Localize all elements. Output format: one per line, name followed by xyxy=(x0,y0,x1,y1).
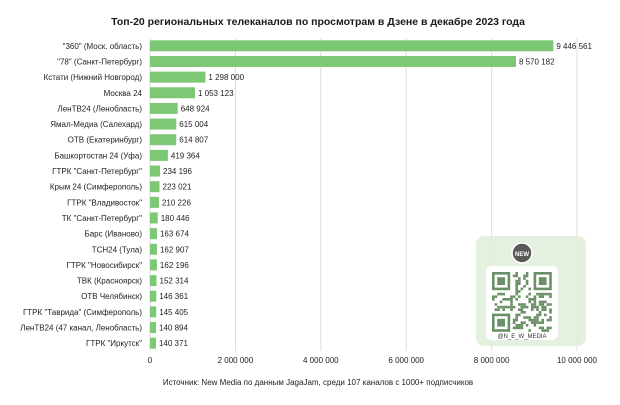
category-labels: "360" (Моск. область) "78" (Санкт-Петербу… xyxy=(20,42,142,348)
bar xyxy=(150,181,160,193)
value-label: 140 894 xyxy=(159,324,188,333)
bar xyxy=(150,118,177,130)
value-label: 180 446 xyxy=(161,214,190,223)
category-label: ГТРК "Новосибирск" xyxy=(67,261,143,270)
x-tick-label: 10 000 000 xyxy=(557,356,598,365)
category-label: "78" (Санкт-Петербург) xyxy=(57,57,142,66)
value-label: 1 053 123 xyxy=(198,89,234,98)
bar xyxy=(150,306,157,318)
value-label: 615 004 xyxy=(179,120,208,129)
value-label: 234 196 xyxy=(163,167,192,176)
x-axis-ticks: 0 2 000 000 4 000 000 6 000 000 8 000 000 10 … xyxy=(148,356,598,365)
x-tick-label: 0 xyxy=(148,356,153,365)
qr-overlay: NEW @N_E_W_MEDIA xyxy=(476,236,586,346)
category-label: ТВК (Красноярск) xyxy=(77,277,142,286)
qr-code-icon xyxy=(492,272,552,332)
value-label: 614 807 xyxy=(179,136,208,145)
category-label: ГТРК "Иркутск" xyxy=(86,339,142,348)
category-label: Ямал-Медиа (Салехард) xyxy=(50,120,142,129)
category-label: ОТВ Челябинск) xyxy=(81,292,142,301)
value-label: 1 298 000 xyxy=(208,73,244,82)
bar xyxy=(150,149,168,161)
channel-badge xyxy=(511,242,533,264)
bar xyxy=(150,275,157,287)
category-label: ТСН24 (Тула) xyxy=(92,245,143,254)
category-label: ЛенТВ24 (47 канал, Ленобласть) xyxy=(20,324,142,333)
value-label: 152 314 xyxy=(160,277,189,286)
category-label: ТК "Санкт-Петербург" xyxy=(62,214,142,223)
bar xyxy=(150,134,177,146)
value-label: 145 405 xyxy=(159,308,188,317)
chart-title: Топ-20 региональных телеканалов по просм… xyxy=(111,16,525,28)
value-label: 210 226 xyxy=(162,198,191,207)
value-label: 146 361 xyxy=(159,292,188,301)
value-label: 223 021 xyxy=(163,183,192,192)
value-label: 162 196 xyxy=(160,261,189,270)
x-tick-label: 2 000 000 xyxy=(218,356,254,365)
category-label: Кстати (Нижний Новгород) xyxy=(44,73,143,82)
bar xyxy=(150,196,159,208)
category-label: ГТРК "Санкт-Петербург" xyxy=(52,167,142,176)
bar xyxy=(150,228,157,240)
bar xyxy=(150,322,157,334)
value-label: 419 364 xyxy=(171,151,200,160)
bar xyxy=(150,40,554,52)
category-label: Москва 24 xyxy=(104,89,143,98)
bar xyxy=(150,102,178,114)
x-tick-label: 4 000 000 xyxy=(303,356,339,365)
bar xyxy=(150,55,516,67)
category-label: ГТРК "Таврида" (Симферополь) xyxy=(23,308,142,317)
qr-handle: @N_E_W_MEDIA xyxy=(497,334,546,340)
category-label: "360" (Моск. область) xyxy=(63,42,143,51)
category-label: ЛенТВ24 (Ленобласть) xyxy=(57,104,142,113)
value-label: 140 371 xyxy=(159,339,188,348)
value-label: 9 446 561 xyxy=(556,42,592,51)
category-label: ОТВ (Екатеринбург) xyxy=(68,136,143,145)
bar xyxy=(150,212,158,224)
bar xyxy=(150,243,157,255)
bar xyxy=(150,71,206,83)
x-tick-label: 6 000 000 xyxy=(388,356,424,365)
category-label: Башкортостан 24 (Уфа) xyxy=(54,151,142,160)
bar xyxy=(150,259,157,271)
value-label: 163 674 xyxy=(160,230,189,239)
x-tick-label: 8 000 000 xyxy=(474,356,510,365)
source-note: Источник: New Media по данным JagaJam, с… xyxy=(163,378,473,387)
bar xyxy=(150,290,157,302)
category-label: Крым 24 (Симферополь) xyxy=(50,183,142,192)
bar xyxy=(150,337,156,349)
value-label: 162 907 xyxy=(160,245,189,254)
category-label: Барс (Иваново) xyxy=(84,230,142,239)
badge-text: NEW xyxy=(515,252,529,258)
value-label: 648 924 xyxy=(181,104,210,113)
category-label: ГТРК "Владивосток" xyxy=(67,198,142,207)
bar xyxy=(150,165,161,177)
value-label: 8 570 182 xyxy=(519,57,555,66)
bars xyxy=(150,40,554,349)
bar xyxy=(150,87,195,99)
